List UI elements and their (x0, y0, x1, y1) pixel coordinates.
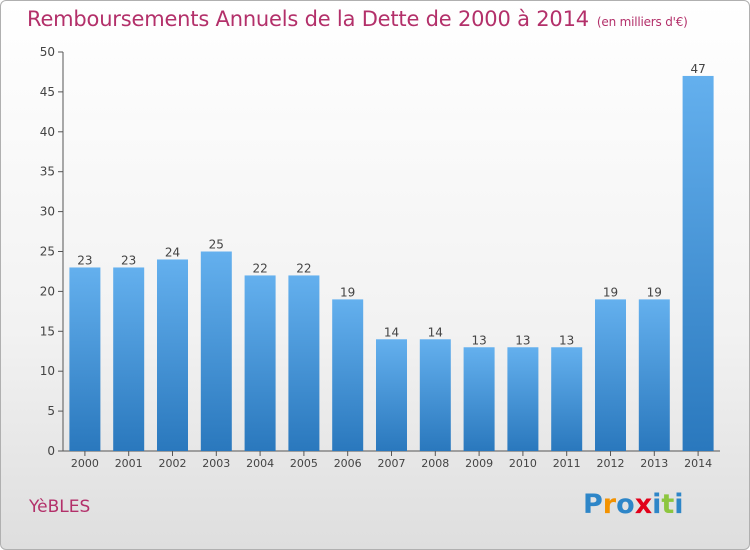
bar (463, 347, 495, 451)
bar-value-label: 22 (252, 261, 267, 275)
proxiti-logo: Proxiti (583, 489, 684, 520)
y-tick-label: 40 (40, 125, 55, 139)
logo-letter: i (652, 489, 662, 520)
logo-letter: P (583, 489, 603, 520)
x-tick-label: 2010 (509, 457, 537, 470)
x-tick-label: 2007 (378, 457, 406, 470)
bar-value-label: 19 (647, 285, 662, 299)
y-tick-label: 45 (40, 85, 55, 99)
x-tick-label: 2004 (246, 457, 274, 470)
x-tick-label: 2014 (684, 457, 712, 470)
y-tick-label: 10 (40, 364, 55, 378)
y-tick-label: 0 (47, 444, 55, 458)
bar (682, 75, 714, 451)
x-tick-label: 2006 (334, 457, 362, 470)
x-tick-label: 2009 (465, 457, 493, 470)
bar (244, 275, 276, 451)
x-tick-label: 2011 (553, 457, 581, 470)
x-tick-label: 2002 (159, 457, 187, 470)
bar-value-label: 47 (690, 62, 705, 76)
bar-value-label: 23 (77, 253, 92, 267)
x-tick-label: 2012 (597, 457, 625, 470)
logo-letter: r (602, 489, 617, 520)
city-name: YèBLES (29, 497, 91, 517)
logo-letter: x (634, 489, 653, 520)
bar (157, 259, 188, 451)
chart-title: Remboursements Annuels de la Dette de 20… (27, 7, 688, 31)
bar-value-label: 14 (384, 325, 399, 339)
bar (419, 339, 451, 451)
bar (69, 267, 101, 451)
y-tick-label: 15 (40, 324, 55, 338)
bar-value-label: 19 (603, 285, 618, 299)
x-tick-label: 2013 (640, 457, 668, 470)
bar (288, 275, 320, 451)
y-tick-label: 50 (40, 45, 55, 59)
bar (332, 299, 364, 451)
chart-title-unit: (en milliers d'€) (596, 15, 688, 29)
bar-value-label: 24 (165, 245, 180, 259)
bar-value-label: 23 (121, 253, 136, 267)
bar-value-label: 13 (471, 333, 486, 347)
logo-letter: t (661, 489, 675, 520)
bar-value-label: 13 (559, 333, 574, 347)
x-tick-label: 2001 (115, 457, 143, 470)
logo-letter: i (674, 489, 684, 520)
y-tick-label: 25 (40, 245, 55, 259)
x-tick-label: 2005 (290, 457, 318, 470)
bar-value-label: 14 (428, 325, 443, 339)
x-tick-label: 2008 (421, 457, 449, 470)
x-tick-label: 2003 (202, 457, 230, 470)
bar (638, 299, 670, 451)
bar-value-label: 22 (296, 261, 311, 275)
bar (551, 347, 583, 451)
bar-value-label: 13 (515, 333, 530, 347)
bar (595, 299, 626, 451)
bar (113, 267, 145, 451)
bar-value-label: 19 (340, 285, 355, 299)
y-tick-label: 5 (47, 404, 55, 418)
bar (200, 251, 232, 451)
bar-value-label: 25 (209, 238, 224, 252)
chart-title-main: Remboursements Annuels de la Dette de 20… (27, 7, 589, 31)
x-tick-label: 2000 (71, 457, 99, 470)
logo-letter: o (616, 489, 635, 520)
bar (376, 339, 407, 451)
y-tick-label: 35 (40, 165, 55, 179)
y-tick-label: 30 (40, 205, 55, 219)
bar (507, 347, 539, 451)
y-tick-label: 20 (40, 284, 55, 298)
